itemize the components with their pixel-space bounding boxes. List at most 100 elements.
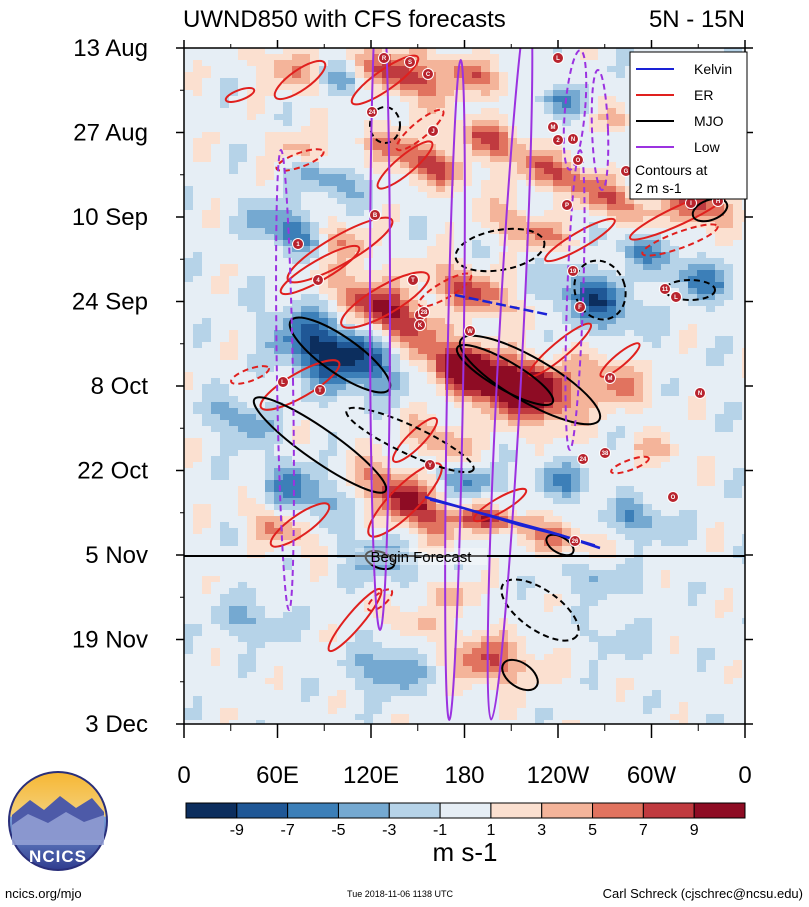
heat-cell	[463, 186, 473, 193]
heat-cell	[445, 78, 455, 85]
heat-cell	[337, 504, 347, 511]
heat-cell	[202, 336, 212, 343]
heat-cell	[301, 480, 311, 487]
heat-cell	[427, 438, 437, 445]
heat-cell	[535, 228, 545, 235]
heat-cell	[220, 348, 230, 355]
heat-cell	[265, 468, 275, 475]
heat-cell	[202, 456, 212, 463]
heat-cell	[310, 342, 320, 349]
heat-cell	[571, 72, 581, 79]
heat-cell	[328, 216, 338, 223]
heat-cell	[625, 372, 635, 379]
heat-cell	[598, 462, 608, 469]
heat-cell	[283, 510, 293, 517]
heat-cell	[688, 516, 698, 523]
heat-cell	[724, 330, 734, 337]
heat-cell	[742, 414, 745, 421]
heat-cell	[652, 342, 662, 349]
heat-cell	[499, 498, 509, 505]
heat-cell	[310, 150, 320, 157]
heat-cell	[553, 312, 563, 319]
heat-cell	[283, 420, 293, 427]
heat-cell	[652, 228, 662, 235]
heat-cell	[292, 84, 302, 91]
heat-cell	[526, 204, 536, 211]
heat-cell	[670, 348, 680, 355]
heat-cell	[211, 384, 221, 391]
heat-cell	[643, 444, 653, 451]
heat-cell	[589, 198, 599, 205]
heat-cell	[418, 264, 428, 271]
heat-cell	[274, 48, 284, 55]
heat-cell	[445, 216, 455, 223]
heat-cell	[184, 396, 194, 403]
heat-cell	[706, 480, 716, 487]
heat-cell	[706, 474, 716, 481]
heat-cell	[193, 210, 203, 217]
heat-cell	[463, 378, 473, 385]
heat-cell	[580, 438, 590, 445]
heat-cell	[265, 498, 275, 505]
heat-cell	[382, 390, 392, 397]
heat-cell	[517, 462, 527, 469]
heat-cell	[427, 330, 437, 337]
heat-cell	[184, 522, 194, 529]
heat-cell	[679, 492, 689, 499]
heat-cell	[652, 408, 662, 415]
heat-cell	[580, 72, 590, 79]
heat-cell	[328, 384, 338, 391]
heat-cell	[733, 396, 743, 403]
heat-cell	[346, 276, 356, 283]
heat-cell	[382, 336, 392, 343]
heat-cell	[463, 144, 473, 151]
heat-cell	[535, 96, 545, 103]
heat-cell	[391, 402, 401, 409]
heat-cell	[499, 348, 509, 355]
heat-cell	[580, 48, 590, 55]
heat-cell	[643, 222, 653, 229]
heat-cell	[562, 216, 572, 223]
heat-cell	[346, 156, 356, 163]
heat-cell	[292, 294, 302, 301]
heat-cell	[562, 258, 572, 265]
heat-cell	[238, 60, 248, 67]
heat-cell	[643, 336, 653, 343]
heat-cell	[481, 432, 491, 439]
heat-cell	[571, 144, 581, 151]
heat-cell	[463, 78, 473, 85]
heat-cell	[265, 378, 275, 385]
heat-cell	[481, 456, 491, 463]
heat-cell	[283, 264, 293, 271]
heat-cell	[733, 402, 743, 409]
heat-cell	[193, 264, 203, 271]
heat-cell	[643, 354, 653, 361]
heat-cell	[364, 516, 374, 523]
heat-cell	[193, 162, 203, 169]
heat-cell	[598, 426, 608, 433]
heat-cell	[193, 294, 203, 301]
heat-cell	[328, 480, 338, 487]
heat-cell	[364, 252, 374, 259]
heat-cell	[301, 72, 311, 79]
heat-cell	[319, 198, 329, 205]
heat-cell	[742, 378, 745, 385]
heat-cell	[202, 210, 212, 217]
heat-cell	[634, 258, 644, 265]
heat-cell	[733, 198, 743, 205]
heat-cell	[643, 378, 653, 385]
heat-cell	[337, 126, 347, 133]
heat-cell	[598, 432, 608, 439]
heat-cell	[715, 300, 725, 307]
heat-cell	[193, 342, 203, 349]
heat-cell	[724, 414, 734, 421]
heat-cell	[346, 294, 356, 301]
heat-cell	[670, 240, 680, 247]
heat-cell	[445, 132, 455, 139]
heat-cell	[337, 426, 347, 433]
heat-cell	[229, 84, 239, 91]
heat-cell	[184, 450, 194, 457]
heat-cell	[634, 330, 644, 337]
heat-cell	[400, 324, 410, 331]
heat-cell	[463, 204, 473, 211]
